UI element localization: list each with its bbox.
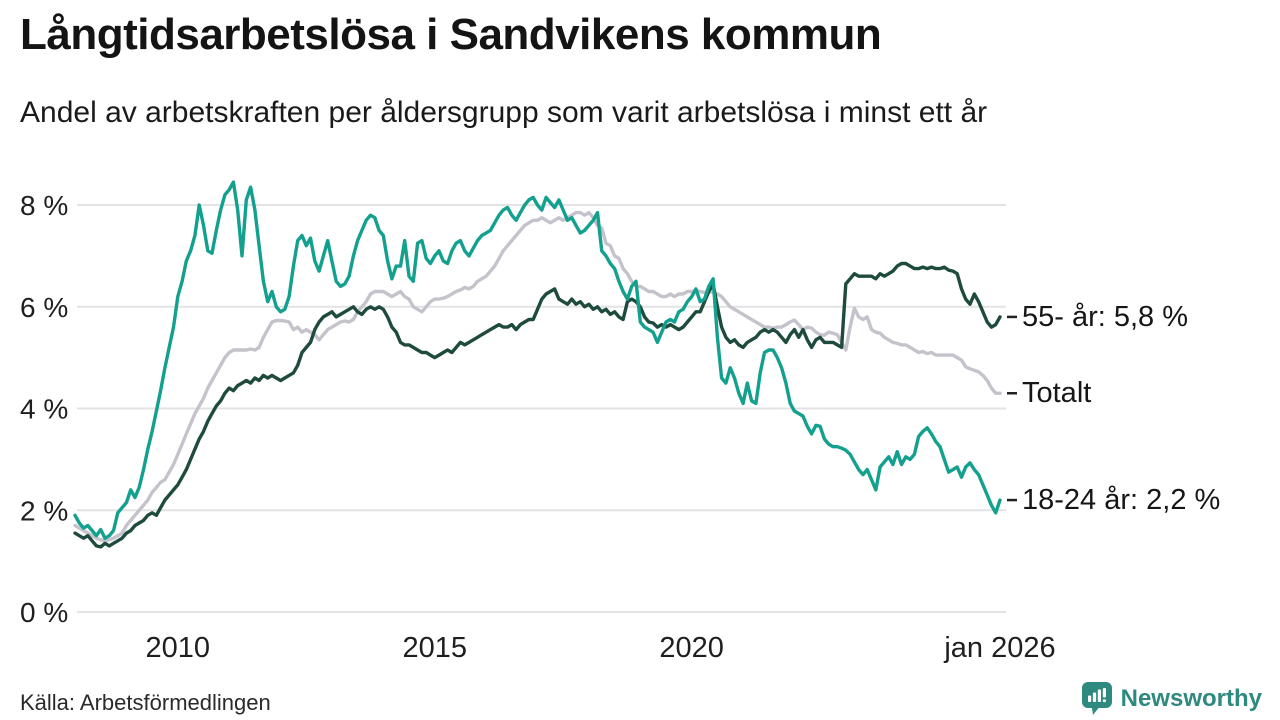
y-axis-label: 8 % bbox=[20, 190, 68, 221]
series-lines bbox=[73, 180, 1002, 549]
x-axis-label: 2020 bbox=[659, 632, 724, 664]
y-axis-labels: 0 % 2 % 4 % 6 % 8 % bbox=[20, 190, 68, 628]
series-end-ticks bbox=[1007, 315, 1017, 502]
page-title: Långtidsarbetslösa i Sandvikens kommun bbox=[20, 10, 882, 59]
x-axis-label: 2015 bbox=[402, 632, 467, 664]
series-line-55-r bbox=[73, 261, 1002, 549]
series-label-55-plus: 55- år: 5,8 % bbox=[1022, 300, 1189, 333]
series-line-18-24-r bbox=[73, 180, 1002, 540]
x-axis-label: jan 2026 bbox=[943, 632, 1055, 664]
y-axis-label: 6 % bbox=[20, 292, 68, 323]
y-axis-label: 2 % bbox=[20, 495, 68, 526]
x-axis-labels: 2010 2015 2020 jan 2026 bbox=[146, 632, 1056, 664]
y-axis-label: 4 % bbox=[20, 394, 68, 425]
y-axis-label: 0 % bbox=[20, 597, 68, 628]
chart-subtitle: Andel av arbetskraften per åldersgrupp s… bbox=[20, 96, 988, 129]
brand-name: Newsworthy bbox=[1120, 684, 1262, 712]
speech-bubble-bar-chart-icon bbox=[1081, 682, 1112, 715]
series-line-totalt bbox=[73, 210, 1002, 543]
gridlines bbox=[77, 204, 1006, 613]
source-note: Källa: Arbetsförmedlingen bbox=[20, 690, 271, 715]
x-axis-label: 2010 bbox=[146, 632, 211, 664]
brand-logo: Newsworthy bbox=[1081, 682, 1262, 715]
series-label-totalt: Totalt bbox=[1022, 377, 1092, 410]
series-label-18-24: 18-24 år: 2,2 % bbox=[1022, 484, 1221, 517]
